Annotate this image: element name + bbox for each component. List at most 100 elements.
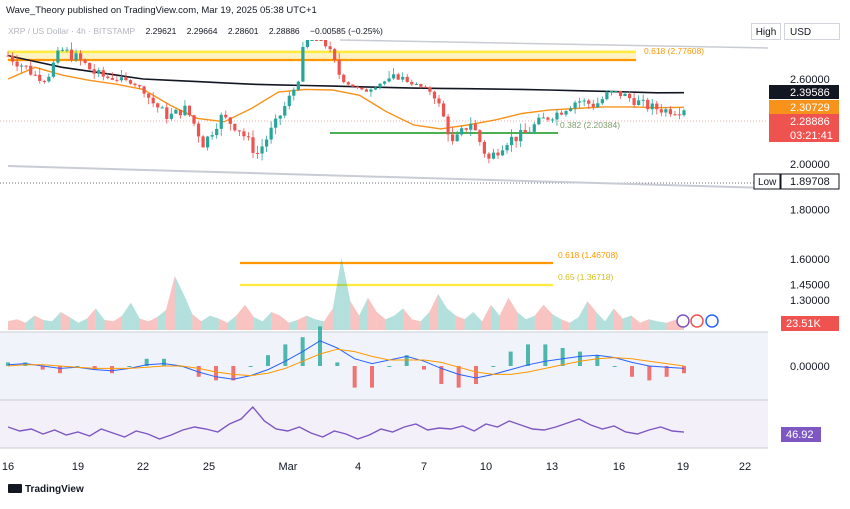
macd-histogram-bar bbox=[110, 366, 114, 374]
candle-body bbox=[618, 90, 623, 97]
candle-body bbox=[147, 93, 151, 98]
volume-area-segment bbox=[139, 318, 149, 330]
macd-histogram-bar bbox=[595, 355, 600, 366]
candle-body bbox=[550, 119, 555, 121]
candle-body bbox=[128, 80, 133, 84]
tradingview-footer[interactable]: TradingView bbox=[8, 484, 84, 495]
candle-body bbox=[314, 40, 319, 41]
volume-area-segment bbox=[578, 301, 588, 330]
volume-area-segment bbox=[640, 319, 649, 330]
volume-area-segment bbox=[613, 308, 623, 330]
candle-body bbox=[351, 84, 355, 87]
volume-area-segment bbox=[525, 315, 535, 330]
volume-tag: 23.51K bbox=[786, 318, 822, 330]
volume-area-segment bbox=[253, 317, 263, 330]
macd-histogram-bar bbox=[283, 344, 288, 366]
candle-body bbox=[364, 89, 369, 92]
candle-body bbox=[469, 123, 473, 130]
volume-area-segment bbox=[517, 312, 526, 330]
volume-area-segment bbox=[332, 258, 342, 330]
candle-body bbox=[637, 100, 641, 105]
candle-body bbox=[396, 74, 400, 80]
candle-body bbox=[464, 128, 468, 130]
price-axis-tick: 1.80000 bbox=[790, 204, 830, 216]
volume-area-segment bbox=[631, 315, 641, 330]
volume-area-segment bbox=[16, 319, 26, 330]
candle-body bbox=[523, 130, 527, 133]
volume-area-segment bbox=[587, 301, 597, 330]
candle-body bbox=[432, 91, 437, 99]
candle-body bbox=[564, 111, 568, 115]
macd-histogram-bar bbox=[508, 351, 513, 366]
price-axis-tick: 1.30000 bbox=[790, 295, 830, 307]
macd-histogram-bar bbox=[127, 366, 132, 367]
macd-histogram-bar bbox=[456, 366, 461, 388]
candle-body bbox=[677, 114, 682, 116]
candle-body bbox=[183, 105, 187, 116]
currency-button[interactable]: USD bbox=[784, 23, 840, 40]
ema-200-line bbox=[7, 54, 685, 94]
volume-area-segment bbox=[288, 319, 298, 330]
candle-body bbox=[578, 101, 582, 103]
candle-body bbox=[451, 134, 455, 142]
volume-area-segment bbox=[104, 319, 114, 330]
candle-body bbox=[387, 78, 391, 82]
candle-body bbox=[255, 152, 260, 154]
macd-histogram-bar bbox=[75, 366, 80, 367]
event-marker-icon bbox=[676, 314, 690, 328]
candle-body bbox=[664, 109, 668, 113]
fib-label-support: 0.382 (2.20384) bbox=[560, 120, 620, 130]
time-axis-tick: 16 bbox=[2, 461, 14, 473]
candle-body bbox=[97, 70, 101, 74]
rsi-tag: 46.92 bbox=[786, 429, 814, 441]
candle-body bbox=[20, 65, 24, 67]
volume-area-segment bbox=[43, 319, 52, 330]
volume-area-segment bbox=[534, 304, 544, 330]
rsi-tag-bg bbox=[781, 427, 821, 442]
macd-histogram-bar bbox=[352, 366, 357, 388]
volume-area-segment bbox=[8, 319, 17, 330]
time-axis-tick: 16 bbox=[613, 461, 625, 473]
candle-body bbox=[233, 123, 237, 131]
macd-histogram-bar bbox=[664, 366, 669, 377]
ohlc-low: 2.28601 bbox=[227, 26, 259, 36]
volume-area-segment bbox=[157, 309, 167, 330]
candle-body bbox=[287, 95, 291, 107]
candle-body bbox=[219, 114, 223, 129]
time-axis-tick: 13 bbox=[546, 461, 558, 473]
high-button[interactable]: High bbox=[751, 23, 781, 40]
candle-body bbox=[124, 77, 128, 81]
candle-body bbox=[360, 87, 364, 90]
volume-area-segment bbox=[438, 294, 447, 330]
candle-body bbox=[401, 76, 405, 80]
publisher-line: Wave_Theory published on TradingView.com… bbox=[6, 5, 317, 16]
candle-body bbox=[509, 136, 514, 146]
candle-body bbox=[568, 108, 573, 112]
volume-area-segment bbox=[657, 321, 667, 330]
candle-body bbox=[337, 60, 341, 75]
candle-body bbox=[187, 105, 192, 116]
lower-trendline bbox=[7, 165, 769, 189]
tradingview-logo-icon bbox=[8, 484, 22, 493]
candle-body bbox=[342, 74, 346, 83]
candle-body bbox=[528, 131, 532, 133]
time-axis-tick: 4 bbox=[355, 461, 361, 473]
candle-body bbox=[623, 93, 627, 97]
candle-body bbox=[419, 84, 423, 87]
candle-body bbox=[242, 131, 246, 137]
volume-area-segment bbox=[209, 315, 219, 330]
candle-body bbox=[269, 127, 273, 140]
candle-body bbox=[319, 40, 323, 41]
candle-body bbox=[178, 109, 183, 116]
upper-trendline bbox=[339, 39, 769, 49]
signal-line bbox=[7, 348, 685, 377]
candle-body bbox=[333, 49, 337, 61]
macd-histogram-bar bbox=[6, 362, 10, 366]
time-axis-tick: Mar bbox=[279, 461, 298, 473]
low-value-box bbox=[780, 173, 840, 190]
volume-area-segment bbox=[122, 302, 131, 330]
time-axis-tick: 22 bbox=[739, 461, 751, 473]
low-label: Low bbox=[758, 177, 777, 188]
candle-body bbox=[546, 117, 550, 120]
